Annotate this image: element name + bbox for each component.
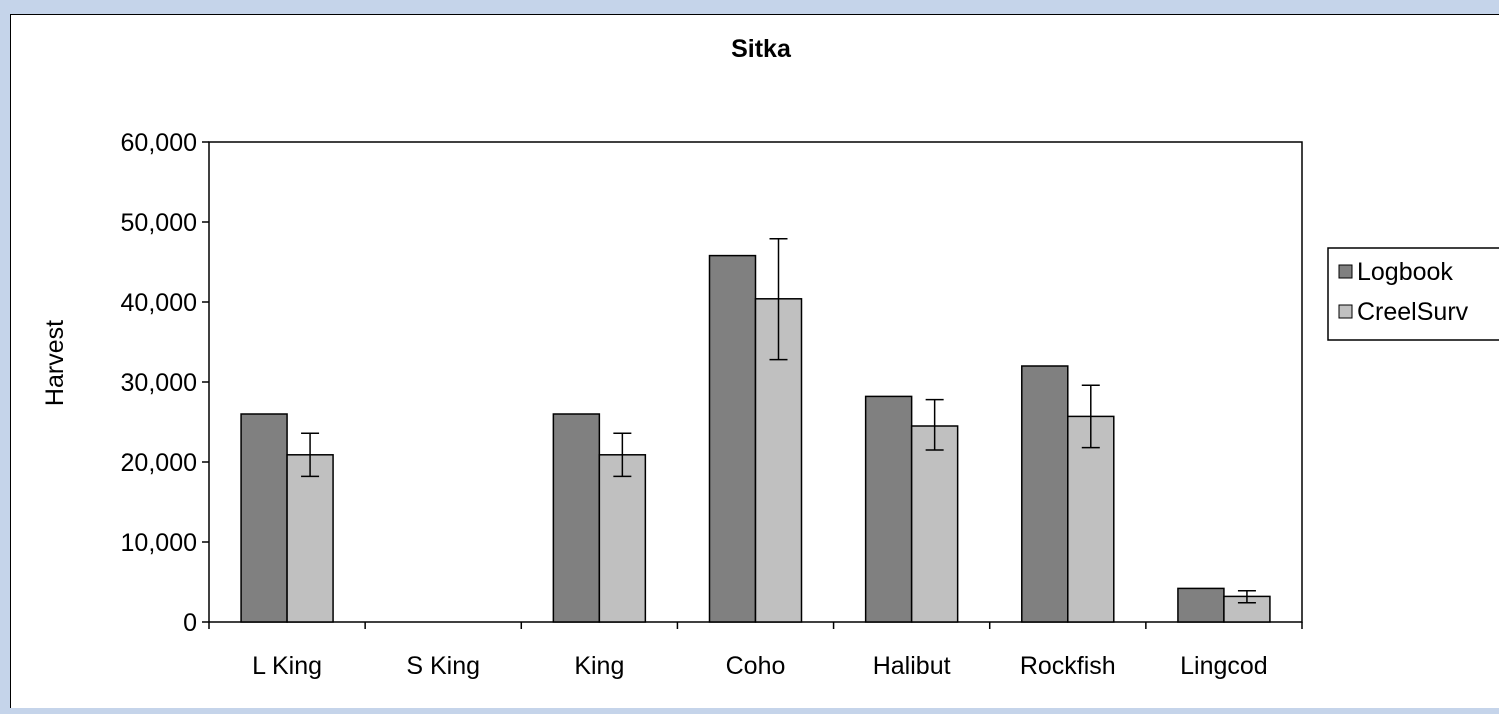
legend-label-creelsurv: CreelSurv <box>1357 298 1469 326</box>
legend-label-logbook: Logbook <box>1357 258 1453 286</box>
y-tick-label: 50,000 <box>121 209 197 237</box>
x-tick-label: Halibut <box>873 652 951 680</box>
x-tick-label: Lingcod <box>1180 652 1268 680</box>
legend-swatch-logbook <box>1338 264 1353 279</box>
bar-creelsurv <box>1067 415 1115 623</box>
y-tick-label: 40,000 <box>121 289 197 317</box>
y-tick-label: 10,000 <box>121 529 197 557</box>
legend-box <box>1327 247 1499 341</box>
bars <box>240 254 1271 623</box>
y-tick-label: 20,000 <box>121 449 197 477</box>
y-tick-label: 30,000 <box>121 369 197 397</box>
chart-area: Sitka Harvest 0 10,000 20,000 30,000 40,000 5… <box>10 14 1499 708</box>
bar-creelsurv <box>910 425 959 623</box>
y-tick-label: 60,000 <box>121 129 197 157</box>
x-tick-label: S King <box>406 652 480 680</box>
bar-creelsurv <box>286 454 334 623</box>
bar-logbook <box>1177 587 1225 623</box>
legend: Logbook CreelSurv <box>1327 247 1499 341</box>
legend-swatch-creelsurv <box>1338 304 1353 319</box>
x-axis: L King S King King Coho Halibut Rockfish Lingc… <box>208 622 1303 680</box>
bar-creelsurv <box>598 454 647 623</box>
bar-logbook <box>864 395 913 623</box>
error-bars <box>301 238 1256 604</box>
x-tick-label: King <box>574 652 624 680</box>
x-tick-label: Rockfish <box>1020 652 1116 680</box>
bar-chart: Sitka Harvest 0 10,000 20,000 30,000 40,000 5… <box>41 35 1499 680</box>
bar-logbook <box>240 413 288 623</box>
x-tick-label: L King <box>252 652 322 680</box>
y-axis-label: Harvest <box>41 320 69 406</box>
bar-logbook <box>1021 365 1069 623</box>
y-axis: 0 10,000 20,000 30,000 40,000 50,000 60,000 <box>121 129 209 637</box>
bar-logbook <box>552 413 601 623</box>
chart-title: Sitka <box>731 35 792 63</box>
bar-logbook <box>708 254 757 623</box>
x-tick-label: Coho <box>726 652 786 680</box>
y-tick-label: 0 <box>183 609 197 637</box>
